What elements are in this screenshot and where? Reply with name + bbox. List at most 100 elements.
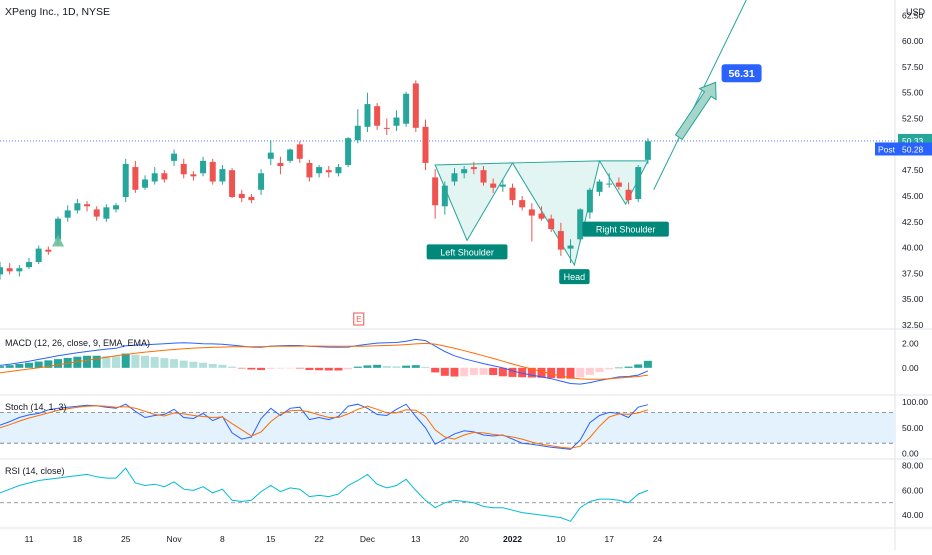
- candle-body: [277, 162, 284, 167]
- macd-histogram-bar: [634, 364, 643, 368]
- macd-histogram-bar: [170, 359, 179, 368]
- macd-histogram-bar: [324, 367, 333, 371]
- candle-body: [161, 173, 168, 180]
- macd-histogram-bar: [247, 367, 256, 370]
- candle-body: [55, 218, 62, 240]
- time-tick-label: 18: [73, 534, 83, 544]
- macd-histogram-bar: [537, 367, 546, 378]
- candle-body: [0, 267, 3, 275]
- candle-body: [490, 183, 497, 188]
- candle-body: [374, 106, 381, 126]
- pattern-label-text: Head: [564, 272, 586, 282]
- macd-histogram-bar: [286, 367, 295, 369]
- macd-histogram-bar: [460, 367, 469, 377]
- macd-histogram-bar: [305, 367, 314, 371]
- macd-histogram-bar: [199, 362, 208, 368]
- macd-histogram-bar: [141, 355, 150, 368]
- post-market-value: 50.28: [902, 144, 924, 154]
- candle-body: [422, 126, 429, 163]
- price-tick-label: 55.00: [902, 88, 924, 98]
- macd-line: [0, 338, 649, 385]
- candle-body: [248, 197, 255, 201]
- earnings-marker-box: [353, 312, 365, 326]
- candle-body: [93, 209, 100, 217]
- time-tick-label: 13: [411, 534, 421, 544]
- indicator-layer: [0, 338, 895, 522]
- rsi-title: RSI (14, close): [5, 466, 65, 476]
- macd-histogram-bar: [353, 366, 362, 368]
- macd-histogram-bar: [315, 367, 324, 371]
- macd-histogram-bar: [402, 365, 411, 368]
- macd-histogram-bar: [121, 353, 130, 368]
- labels-layer: 56.31 E Left Shoulder Head Right Shoulder 50.…: [52, 64, 932, 326]
- macd-histogram-bar: [189, 361, 198, 368]
- price-tick-label: 35.00: [902, 294, 924, 304]
- candle-body: [103, 207, 110, 219]
- macd-signal-line: [0, 342, 648, 380]
- candle-body: [432, 177, 439, 206]
- candle-body: [6, 268, 13, 272]
- macd-histogram-bar: [624, 366, 633, 368]
- candle-body: [635, 167, 642, 200]
- candle-body: [519, 200, 526, 208]
- candle-body: [441, 185, 448, 207]
- candle-body: [596, 181, 603, 192]
- candle-body: [296, 144, 303, 159]
- time-tick-label: 20: [459, 534, 469, 544]
- macd-histogram-bar: [25, 362, 34, 368]
- candle-body: [644, 141, 651, 160]
- pattern-triangle: [511, 160, 601, 267]
- time-tick-label: 22: [314, 534, 324, 544]
- symbol-title: XPeng Inc., 1D, NYSE: [5, 6, 110, 18]
- candle-body: [548, 218, 555, 229]
- macd-histogram-bar: [208, 363, 217, 368]
- macd-histogram-bar: [508, 367, 517, 377]
- macd-histogram-bar: [595, 367, 604, 373]
- candle-body: [577, 209, 584, 240]
- macd-histogram-bar: [295, 367, 304, 369]
- macd-histogram-bar: [266, 367, 275, 369]
- macd-histogram-bar: [440, 367, 449, 376]
- macd-histogram-bar: [83, 355, 92, 368]
- target-label-text: 56.31: [728, 68, 754, 80]
- time-tick-label: 10: [556, 534, 566, 544]
- time-tick-label: 25: [121, 534, 131, 544]
- macd-histogram-bar: [585, 367, 594, 375]
- macd-histogram-bar: [566, 367, 575, 379]
- candle-body: [499, 184, 506, 187]
- candle-body: [74, 203, 81, 211]
- candle-body: [335, 167, 342, 174]
- price-tick-label: 62.50: [902, 10, 924, 20]
- macd-histogram-bar: [34, 361, 43, 368]
- macd-histogram-bar: [5, 365, 14, 368]
- candle-body: [190, 174, 197, 177]
- macd-histogram-bar: [15, 363, 24, 368]
- candle-body: [258, 173, 265, 190]
- candle-body: [200, 160, 207, 174]
- candle-body: [345, 138, 352, 165]
- macd-histogram-bar: [363, 365, 372, 368]
- macd-title: MACD (12, 26, close, 9, EMA, EMA): [5, 338, 150, 348]
- candle-body: [354, 125, 361, 141]
- currency-label: USD: [906, 7, 926, 17]
- macd-histogram-bar: [160, 358, 169, 368]
- time-tick-label: Dec: [360, 534, 376, 544]
- stoch-d-line: [0, 405, 649, 449]
- candle-body: [238, 193, 245, 199]
- candle-body: [567, 245, 574, 249]
- candle-body: [625, 189, 632, 201]
- macd-tick-label: 2.00: [902, 339, 919, 349]
- up-arrow-marker: [52, 234, 65, 247]
- stoch-tick-label: 100.00: [902, 397, 928, 407]
- candles-layer: [0, 80, 651, 280]
- macd-histogram-bar: [576, 367, 585, 378]
- pattern-label-text: Right Shoulder: [596, 225, 656, 235]
- macd-histogram-bar: [276, 367, 285, 369]
- macd-histogram-bar: [179, 360, 188, 368]
- last-price-tag-text: 50.33: [902, 136, 924, 146]
- pattern-label-text: Left Shoulder: [440, 247, 494, 257]
- price-tick-label: 42.50: [902, 217, 924, 227]
- candle-body: [26, 262, 33, 268]
- earnings-marker-text: E: [356, 315, 361, 324]
